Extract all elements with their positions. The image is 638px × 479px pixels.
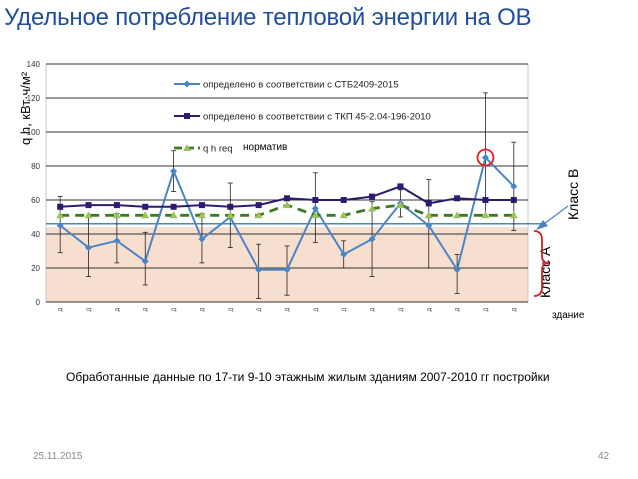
x-tick-label-10: Д <box>342 307 348 311</box>
y-tick-label-6: 120 <box>27 94 41 103</box>
series-2-point-9 <box>311 211 320 219</box>
series-2-point-1 <box>84 211 93 219</box>
series-0-point-7 <box>255 266 263 274</box>
series-1-point-12 <box>397 183 404 190</box>
series-2-point-2 <box>112 211 121 219</box>
series-1-point-15 <box>482 197 489 203</box>
series-1-point-3 <box>142 203 149 210</box>
x-tick-label-2: Д <box>115 307 121 311</box>
series-1-point-10 <box>340 197 347 203</box>
series-1-point-0 <box>57 203 64 210</box>
series-2-point-3 <box>141 211 150 219</box>
slide-date: 25.11.2015 <box>33 451 83 462</box>
series-2-point-11 <box>368 204 377 212</box>
x-tick-label-16: Д <box>512 307 518 311</box>
series-1-point-2 <box>113 202 120 209</box>
y-tick-label-3: 60 <box>31 196 40 205</box>
legend-marker-0 <box>183 80 191 88</box>
series-0-point-9 <box>311 205 319 212</box>
y-tick-label-2: 40 <box>31 230 40 239</box>
x-tick-label-4: Д <box>172 307 178 311</box>
series-0-point-0 <box>56 222 64 229</box>
x-tick-label-5: Д <box>200 307 206 311</box>
y-tick-label-1: 20 <box>31 264 40 273</box>
series-0-point-10 <box>340 250 348 258</box>
x-tick-label-8: Д <box>285 307 291 311</box>
class-a-bracket <box>533 230 550 297</box>
series-2-point-14 <box>453 211 462 219</box>
series-1-point-1 <box>85 202 92 209</box>
x-tick-label-0: Д <box>58 307 64 311</box>
series-0-point-5 <box>198 235 206 243</box>
slide-caption: Обработанные данные по 17-ти 9-10 этажны… <box>66 370 550 384</box>
class-b-arrowhead <box>536 220 548 230</box>
legend-label-1: определено в соответствии с ТКП 45-2.04-… <box>203 112 431 123</box>
series-2-point-8 <box>283 201 291 209</box>
slide-page-number: 42 <box>598 451 610 462</box>
legend-normative-label: норматив <box>243 142 287 153</box>
x-tick-label-12: Д <box>398 307 404 311</box>
series-1-point-16 <box>510 197 517 203</box>
series-2-point-10 <box>339 211 348 219</box>
y-axis-label: q h, кВт·ч/м² <box>18 71 33 145</box>
x-tick-label-15: Д <box>483 307 489 311</box>
series-2-point-15 <box>481 211 490 219</box>
x-tick-label-6: Д <box>228 307 234 311</box>
legend-marker-1 <box>184 113 190 119</box>
x-tick-label-3: Д <box>143 307 149 311</box>
series-0-point-4 <box>170 167 178 175</box>
series-0-point-2 <box>113 237 121 245</box>
class-a-label: Класс А <box>537 246 553 298</box>
series-0-point-8 <box>283 266 291 274</box>
series-1-point-6 <box>227 203 234 210</box>
x-tick-label-7: Д <box>257 307 263 311</box>
series-0-point-11 <box>368 235 376 243</box>
series-1-point-14 <box>454 195 461 202</box>
series-2-point-12 <box>396 201 405 209</box>
series-2-point-7 <box>254 211 263 219</box>
series-2-point-6 <box>226 211 235 219</box>
series-0-point-15 <box>481 154 489 161</box>
series-0-point-13 <box>425 222 433 229</box>
series-1-point-8 <box>284 195 290 202</box>
series-1-point-5 <box>198 202 205 209</box>
series-2-point-0 <box>56 211 65 219</box>
slide-title: Удельное потребление тепловой энергии на… <box>4 4 532 31</box>
x-tick-label-1: Д <box>87 307 93 311</box>
y-tick-label-5: 100 <box>27 128 41 137</box>
x-tick-label-11: Д <box>370 307 376 311</box>
y-tick-label-4: 80 <box>31 162 40 171</box>
x-tick-label-13: Д <box>427 307 433 311</box>
highlight-circle <box>476 148 495 167</box>
series-0-point-16 <box>510 182 518 190</box>
series-1-point-11 <box>369 193 376 200</box>
legend-marker-2 <box>183 144 191 151</box>
y-tick-label-7: 140 <box>27 60 41 69</box>
x-tick-label-9: Д <box>313 307 319 311</box>
series-1-point-4 <box>170 203 177 210</box>
legend-label-0: определено в соответствии с СТБ2409-2015 <box>203 80 399 91</box>
class-b-arrow <box>543 205 569 225</box>
series-0-point-3 <box>141 257 149 265</box>
series-0-point-14 <box>453 266 461 274</box>
x-tick-label-14: Д <box>455 307 461 311</box>
x-axis-label: здание <box>552 310 585 321</box>
legend-label-2: q h req <box>203 144 233 155</box>
series-1-point-7 <box>255 202 262 209</box>
series-2-point-16 <box>509 211 518 219</box>
series-2-point-13 <box>424 211 433 219</box>
series-1-point-9 <box>312 197 319 203</box>
series-2-point-4 <box>169 211 178 219</box>
series-0-point-1 <box>85 244 93 252</box>
series-1-point-13 <box>425 200 432 207</box>
series-2-point-5 <box>197 211 206 219</box>
y-tick-label-0: 0 <box>36 298 41 307</box>
class-b-label: Класс В <box>565 169 581 220</box>
